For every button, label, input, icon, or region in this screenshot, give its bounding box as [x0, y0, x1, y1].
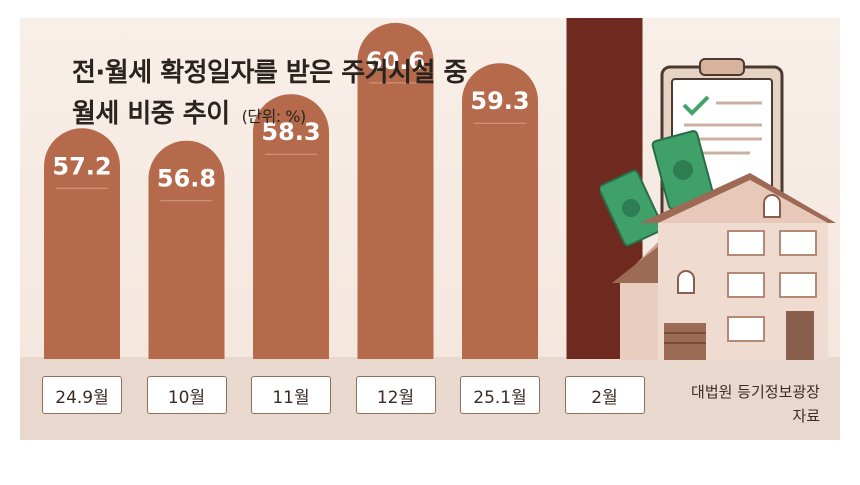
house-icon	[612, 173, 836, 360]
bar-shape-4	[462, 63, 538, 359]
unit-label: (단위: %)	[241, 107, 307, 126]
value-label-4: 59.3	[470, 87, 529, 115]
bar-3: 60.6	[357, 22, 434, 360]
category-label-3: 12월	[355, 376, 436, 414]
category-label-0: 24.9월	[42, 376, 122, 414]
category-label-5: 2월	[564, 376, 645, 414]
bar-0: 57.2	[44, 128, 120, 359]
chart-title-line2-text: 월세 비중 추이	[72, 99, 230, 129]
bar-shape-3	[357, 22, 434, 360]
source-line2: 자료	[792, 407, 820, 425]
chart-title-line2: 월세 비중 추이 (단위: %)	[72, 93, 306, 130]
bar-shape-2	[253, 94, 329, 359]
category-label-4: 25.1월	[460, 376, 540, 414]
value-label-3: 60.6	[366, 47, 425, 75]
bar-1: 56.8	[148, 140, 225, 359]
category-label-2: 11월	[251, 376, 331, 414]
source-line1: 대법원 등기정보광장	[691, 383, 820, 401]
value-label-0: 57.2	[52, 152, 111, 180]
bar-shape-1	[148, 140, 225, 359]
category-label-1: 10월	[146, 376, 227, 414]
house-document-illustration	[600, 58, 836, 360]
source-note: 대법원 등기정보광장 자료	[674, 380, 820, 428]
money-icon	[600, 130, 715, 247]
value-label-1: 56.8	[157, 165, 216, 193]
value-label-2: 58.3	[261, 118, 320, 146]
bar-chart: 57.256.858.360.659.363.2	[44, 18, 643, 360]
chart-title-line1: 전·월세 확정일자를 받은 주거시설 중	[72, 58, 467, 88]
bar-4: 59.3	[462, 63, 538, 359]
bar-2: 58.3	[253, 94, 329, 359]
bar-shape-0	[44, 128, 120, 359]
